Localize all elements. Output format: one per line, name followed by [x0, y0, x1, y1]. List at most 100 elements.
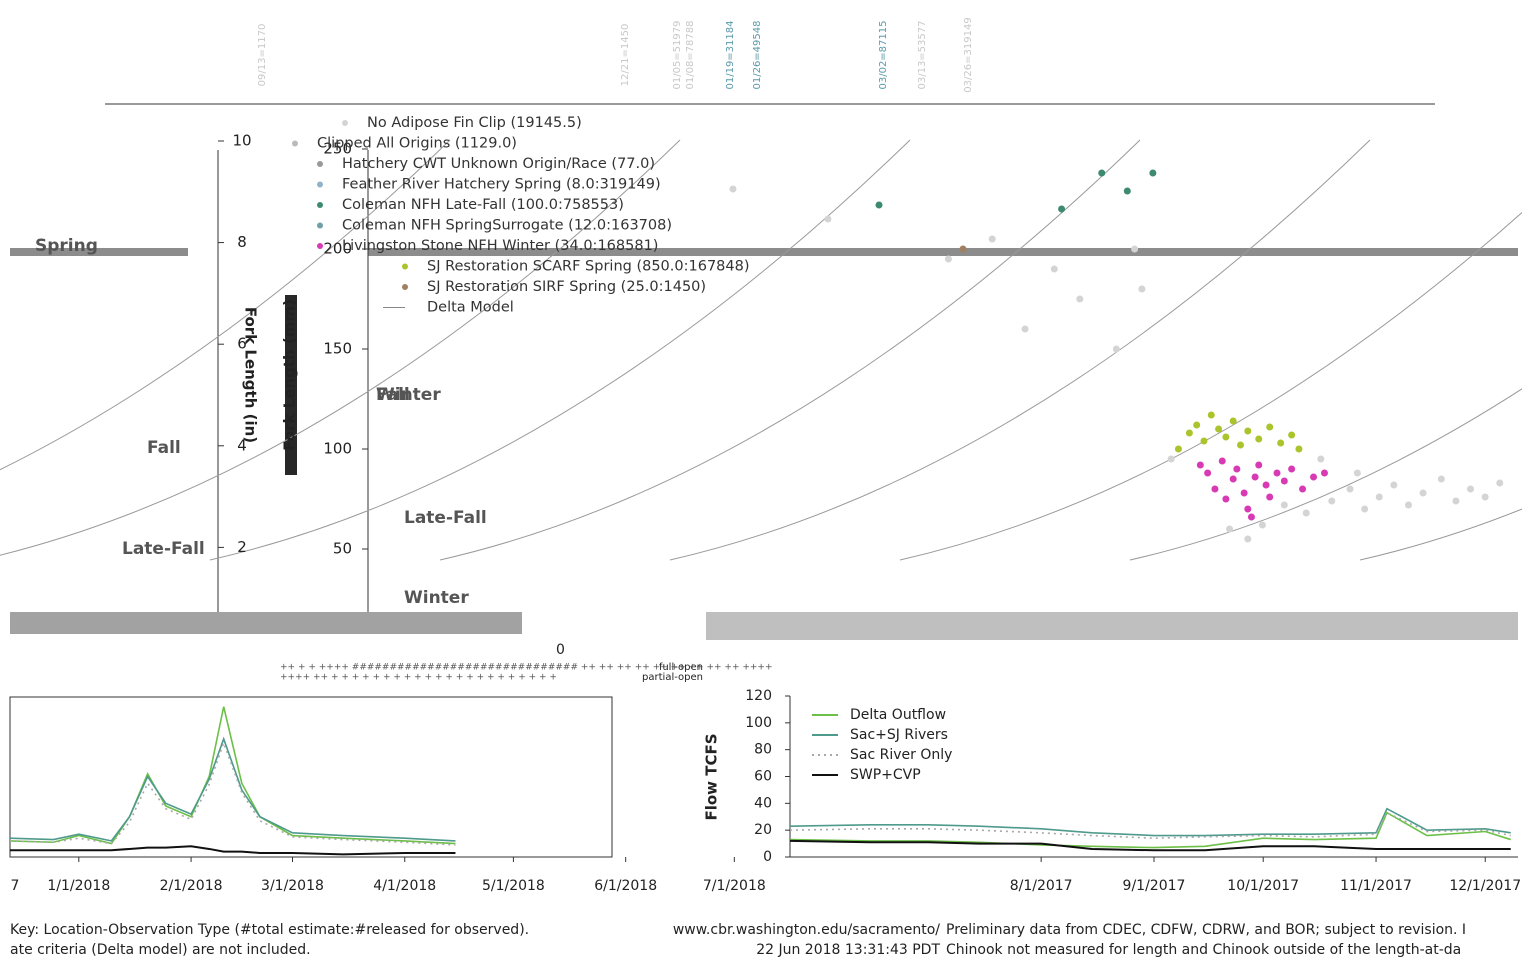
run-label: Spring — [35, 236, 98, 256]
zero-label: 0 — [556, 642, 565, 658]
data-point — [945, 256, 952, 263]
data-point — [1376, 494, 1383, 501]
data-point — [1241, 490, 1248, 497]
data-point — [1131, 246, 1138, 253]
legend-swatch — [402, 284, 408, 290]
legend-label: Livingston Stone NFH Winter (34.0:168581… — [342, 238, 658, 254]
page: 50100150200250246810SpringFallFallLate-F… — [0, 0, 1522, 961]
data-point — [1361, 506, 1368, 513]
data-point — [1138, 286, 1145, 293]
data-point — [1266, 424, 1273, 431]
legend-label: Delta Model — [427, 300, 514, 316]
y-axis-title: Fork Length (mm) — [281, 299, 299, 451]
y-tick-label: 100 — [323, 440, 352, 458]
data-point — [1058, 206, 1065, 213]
data-point — [1266, 494, 1273, 501]
data-point — [1237, 442, 1244, 449]
legend-swatch — [317, 182, 323, 188]
data-point — [1244, 506, 1251, 513]
y2-axis-title: Fork Length (in) — [242, 307, 260, 443]
run-label: Winter — [376, 385, 441, 405]
top-date-label: 03/26=319149 — [963, 17, 974, 92]
y-tick-label: 40 — [754, 795, 772, 811]
y2-tick-label: 8 — [237, 233, 247, 251]
data-point — [1022, 326, 1029, 333]
data-point — [876, 202, 883, 209]
data-point — [1076, 296, 1083, 303]
data-point — [1244, 428, 1251, 435]
data-point — [1230, 418, 1237, 425]
gate-marks: ++ + + ++++ ############################… — [280, 663, 773, 673]
flow-line — [10, 743, 455, 845]
x-tick-label: 7/1/2018 — [703, 878, 766, 894]
flow-line — [10, 739, 455, 841]
legend-label: Coleman NFH SpringSurrogate (12.0:163708… — [342, 218, 672, 234]
data-point — [729, 186, 736, 193]
x-tick-label: 3/1/2018 — [261, 878, 324, 894]
top-date-label: 09/13=1170 — [257, 24, 268, 87]
top-date-label: 01/26=49548 — [752, 20, 763, 89]
clipped-tick-label: 7 — [11, 878, 20, 894]
x-tick-label: 9/1/2017 — [1123, 878, 1186, 894]
x-tick-label: 10/1/2017 — [1227, 878, 1299, 894]
data-point — [1496, 480, 1503, 487]
data-point — [1452, 498, 1459, 505]
glitch-block — [188, 248, 368, 320]
x-tick-label: 11/1/2017 — [1340, 878, 1412, 894]
legend-swatch — [317, 161, 323, 167]
data-point — [1303, 510, 1310, 517]
run-label: Winter — [404, 588, 469, 608]
data-point — [1317, 456, 1324, 463]
legend-swatch — [317, 202, 323, 208]
legend-swatch — [317, 223, 323, 229]
y2-tick-label: 2 — [237, 538, 247, 556]
data-point — [1168, 456, 1175, 463]
data-point — [1200, 438, 1207, 445]
y-tick-label: 0 — [763, 849, 772, 865]
y-tick-label: 150 — [323, 340, 352, 358]
top-date-label: 01/05=51979 — [672, 20, 683, 89]
legend-swatch — [402, 264, 408, 270]
footer-url: www.cbr.washington.edu/sacramento/ — [673, 922, 940, 938]
data-point — [1288, 466, 1295, 473]
y-tick-label: 120 — [745, 688, 772, 704]
data-point — [1274, 470, 1281, 477]
data-point — [959, 246, 966, 253]
x-tick-label: 12/1/2017 — [1449, 878, 1521, 894]
data-point — [1438, 476, 1445, 483]
data-point — [1233, 466, 1240, 473]
data-point — [1149, 170, 1156, 177]
data-point — [1288, 432, 1295, 439]
data-point — [1252, 474, 1259, 481]
data-point — [1204, 470, 1211, 477]
flow-y-title: Flow TCFS — [703, 733, 721, 820]
x-tick-label: 6/1/2018 — [594, 878, 657, 894]
legend-label: Sac River Only — [850, 747, 952, 763]
data-point — [1215, 426, 1222, 433]
footer-timestamp: 22 Jun 2018 13:31:43 PDT — [756, 942, 940, 958]
top-date-label: 03/13=53577 — [917, 20, 928, 89]
legend-label: Clipped All Origins (1129.0) — [317, 136, 517, 152]
run-label: Late-Fall — [404, 508, 487, 528]
legend-label: Feather River Hatchery Spring (8.0:31914… — [342, 177, 661, 193]
x-tick-label: 4/1/2018 — [373, 878, 436, 894]
run-label: Fall — [147, 438, 181, 458]
data-point — [1230, 476, 1237, 483]
data-point — [1193, 422, 1200, 429]
data-point — [1098, 170, 1105, 177]
legend-label: Sac+SJ Rivers — [850, 727, 948, 743]
legend-label: SJ Restoration SIRF Spring (25.0:1450) — [427, 279, 706, 295]
legend-label: SJ Restoration SCARF Spring (850.0:16784… — [427, 259, 750, 275]
top-date-label: 01/19=31184 — [725, 20, 736, 89]
y-tick-label: 20 — [754, 822, 772, 838]
data-point — [1321, 470, 1328, 477]
data-point — [1211, 486, 1218, 493]
data-point — [1124, 188, 1131, 195]
legend-label: Coleman NFH Late-Fall (100.0:758553) — [342, 197, 624, 213]
data-point — [1405, 502, 1412, 509]
data-point — [1255, 436, 1262, 443]
legend-swatch — [292, 141, 298, 147]
y-tick-label: 80 — [754, 742, 772, 758]
data-point — [1467, 486, 1474, 493]
data-point — [1051, 266, 1058, 273]
